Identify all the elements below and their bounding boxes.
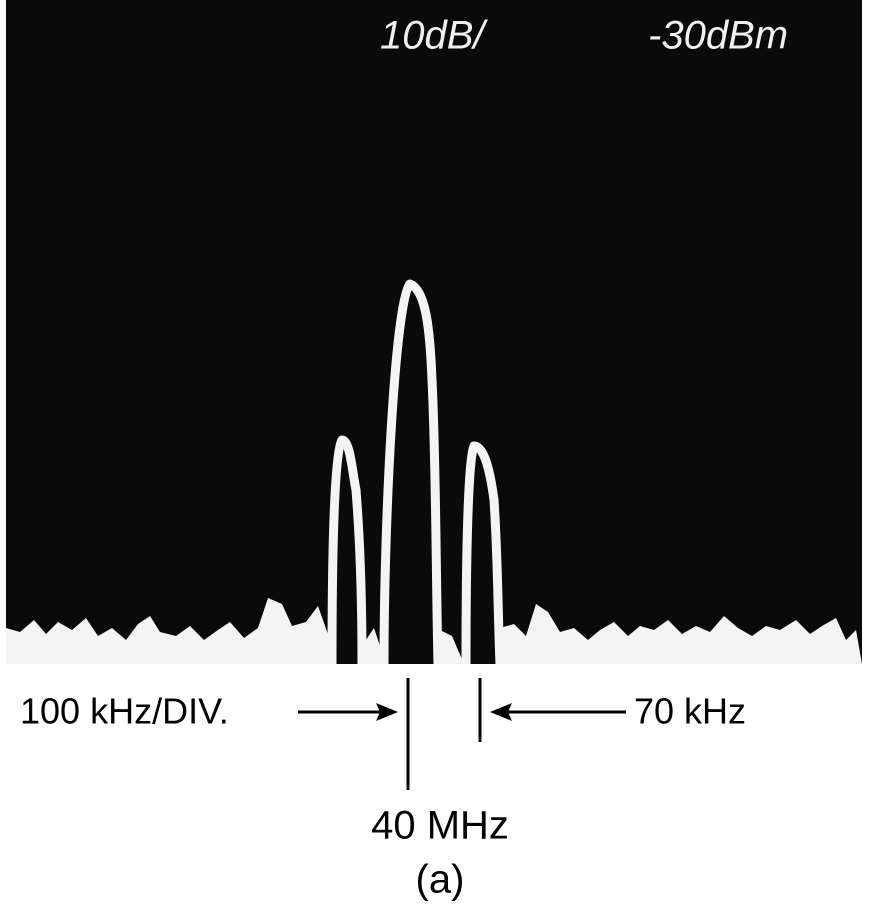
page: 10dB/ -30dBm 100 kHz/DIV. 70 kHz 40 MHz … (0, 0, 869, 911)
scale-label: 10dB/ (380, 14, 488, 58)
center-label: 40 MHz (371, 804, 509, 848)
figure: 10dB/ -30dBm 100 kHz/DIV. 70 kHz 40 MHz … (0, 0, 869, 906)
span-label: 100 kHz/DIV. (20, 691, 229, 732)
caption: (a) (416, 858, 465, 902)
offset-label: 70 kHz (634, 691, 746, 732)
markers (298, 678, 626, 790)
reference-label: -30dBm (648, 14, 788, 58)
